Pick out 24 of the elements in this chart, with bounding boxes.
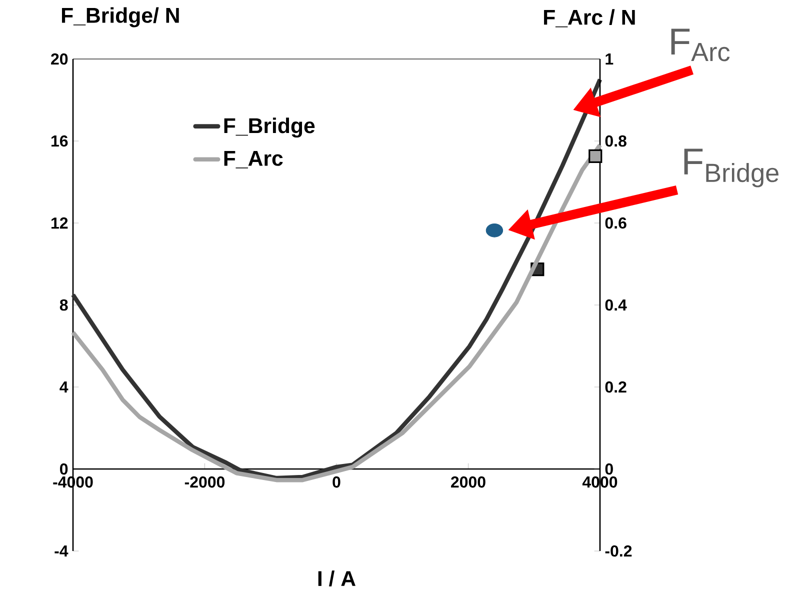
y-tick-label: -4 xyxy=(54,546,68,557)
legend-label: F_Bridge xyxy=(224,118,315,138)
y-tick-label: 0 xyxy=(60,463,68,475)
y-tick-label: 4 xyxy=(60,382,68,393)
y2-tick-label: 0.6 xyxy=(605,217,626,229)
y-tick-label: 20 xyxy=(51,53,68,65)
y-tick-label: 8 xyxy=(60,299,68,311)
y2-tick-label: 0.4 xyxy=(605,299,627,311)
text: F$_{Arc}$ xyxy=(671,28,730,62)
y2-tick-label: 0.2 xyxy=(605,381,626,393)
y2-tick-label: -0.2 xyxy=(605,545,632,557)
x-tick-label: 2000 xyxy=(451,476,486,488)
legend-label: F_Arc xyxy=(224,151,283,168)
text: F$_{Bridge}$ xyxy=(684,148,778,188)
x-axis-title: I / A xyxy=(318,570,356,586)
y2-tick-label: 1 xyxy=(606,54,614,65)
x-tick-label: -2000 xyxy=(184,476,225,488)
y-tick-label: 12 xyxy=(51,217,68,229)
y2-tick-label: 0 xyxy=(605,463,613,475)
y2-axis-title: F_Arc / N xyxy=(544,9,635,28)
y-tick-label: 16 xyxy=(51,135,68,147)
x-tick-label: 0 xyxy=(332,476,340,488)
y2-tick-label: 0.8 xyxy=(605,135,626,147)
y-axis-title: F_Bridge/ N xyxy=(62,7,179,28)
